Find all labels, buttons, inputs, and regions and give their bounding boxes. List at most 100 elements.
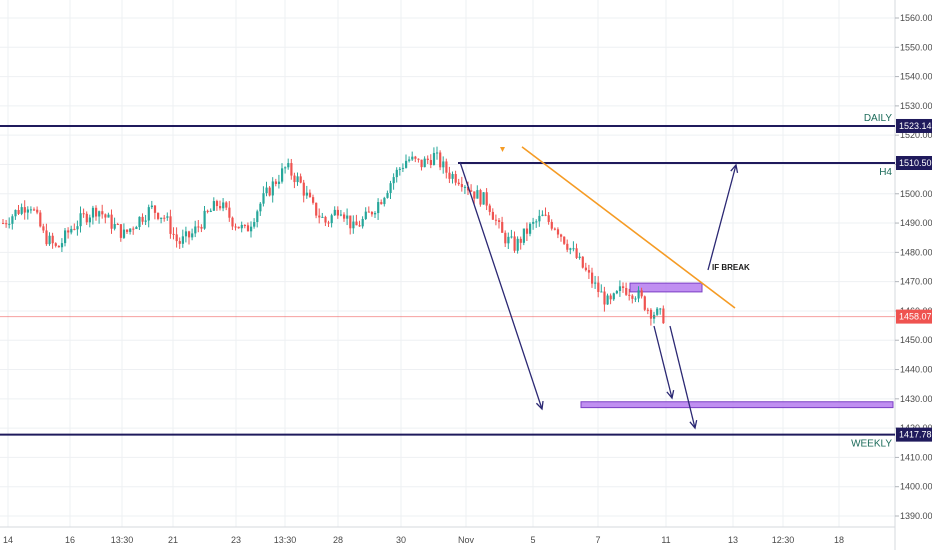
- price-zone[interactable]: [580, 401, 894, 409]
- projection-arrow[interactable]: [459, 161, 544, 411]
- candle-body: [525, 228, 529, 234]
- candle-body: [349, 215, 352, 229]
- candle-body: [550, 221, 553, 229]
- level-label: DAILY: [864, 113, 892, 124]
- candle-body: [631, 295, 634, 299]
- candle-body: [91, 207, 95, 218]
- candle-body: [33, 209, 36, 211]
- level-tag-text: 1510.50: [899, 158, 932, 168]
- candle-body: [231, 217, 234, 227]
- y-tick-label: 1480.00: [900, 247, 932, 257]
- candle-body: [451, 174, 454, 179]
- candle-body: [510, 236, 513, 238]
- candle-body: [380, 202, 383, 205]
- x-tick-label: Nov: [458, 535, 475, 545]
- trendline[interactable]: [521, 146, 736, 309]
- price-zone[interactable]: [629, 282, 703, 293]
- candle-body: [166, 216, 169, 218]
- candle-body: [383, 197, 386, 205]
- x-tick-label: 28: [333, 535, 343, 545]
- candle-body: [138, 216, 141, 228]
- candle-body: [640, 290, 643, 297]
- candle-body: [330, 215, 333, 224]
- candle-body: [70, 228, 73, 233]
- candle-body: [516, 238, 519, 251]
- candle-body: [389, 183, 392, 193]
- candle-body: [529, 223, 532, 234]
- candle-body: [321, 216, 324, 218]
- candle-body: [411, 156, 414, 160]
- x-tick-label: 7: [595, 535, 600, 545]
- resistance-trendline[interactable]: [521, 146, 736, 309]
- candle-body: [457, 182, 460, 185]
- candle-body: [569, 248, 572, 250]
- if-break-annotation: IF BREAK: [712, 263, 750, 272]
- candle-body: [603, 291, 606, 305]
- candle-body: [299, 176, 302, 183]
- candle-body: [265, 187, 268, 194]
- candle-body: [628, 294, 631, 296]
- candle-body: [126, 229, 129, 232]
- candle-body: [566, 243, 569, 250]
- candle-body: [268, 187, 271, 196]
- arrow-shaft: [459, 161, 543, 410]
- candle-body: [200, 226, 203, 229]
- candle-body: [141, 216, 144, 222]
- candle-body: [228, 207, 231, 218]
- candle-body: [2, 223, 5, 225]
- candle-body: [14, 209, 17, 217]
- candle-body: [277, 181, 281, 184]
- candle-body: [649, 309, 653, 319]
- candle-body: [535, 221, 538, 223]
- candle-body: [150, 205, 153, 208]
- candle-body: [643, 296, 646, 310]
- y-tick-label: 1400.00: [900, 482, 932, 492]
- horizontal-levels[interactable]: DAILY H4 WEEKLY: [0, 113, 895, 450]
- y-tick-label: 1530.00: [900, 101, 932, 111]
- candle-body: [153, 205, 157, 213]
- candle-body: [17, 209, 20, 214]
- candle-body: [88, 217, 91, 223]
- y-tick-label: 1550.00: [900, 42, 932, 52]
- candle-body: [172, 233, 175, 235]
- candle-body: [488, 205, 491, 212]
- candle-body: [615, 291, 618, 294]
- x-tick-label: 14: [3, 535, 13, 545]
- candle-body: [575, 248, 578, 258]
- candle-body: [271, 181, 274, 196]
- candle-body: [538, 215, 541, 222]
- candle-body: [274, 181, 277, 184]
- level-tag-bg: [896, 156, 932, 171]
- candle-body: [64, 230, 67, 244]
- candle-body: [250, 226, 253, 232]
- candle-body: [454, 174, 457, 183]
- candle-body: [470, 190, 473, 192]
- candle-body: [420, 159, 423, 168]
- candle-body: [113, 224, 116, 229]
- projection-arrow[interactable]: [669, 325, 698, 430]
- candle-body: [29, 209, 33, 211]
- candle-body: [544, 214, 547, 216]
- candle-body: [346, 215, 349, 219]
- candle-body: [147, 207, 150, 221]
- candle-body: [386, 192, 389, 198]
- candle-body: [587, 270, 591, 273]
- x-tick-label: 13:30: [274, 535, 297, 545]
- candle-body: [8, 223, 11, 225]
- candle-body: [625, 287, 628, 295]
- candle-body: [476, 190, 479, 199]
- y-tick-label: 1390.00: [900, 511, 932, 521]
- candle-body: [504, 232, 507, 244]
- y-tick-label: 1500.00: [900, 189, 932, 199]
- projection-arrow[interactable]: [653, 325, 675, 400]
- candle-body: [73, 228, 76, 230]
- candle-body: [609, 295, 612, 300]
- projection-arrows[interactable]: [459, 161, 739, 430]
- time-axis[interactable]: 14 16 13:30 21 23 13:30 28 30 Nov 5 7 11 13 12:30 18: [3, 535, 844, 545]
- candle-body: [163, 217, 166, 219]
- candle-body: [76, 226, 79, 230]
- projection-arrow[interactable]: [707, 163, 739, 271]
- candle-body: [448, 172, 451, 179]
- candle-body: [203, 210, 206, 229]
